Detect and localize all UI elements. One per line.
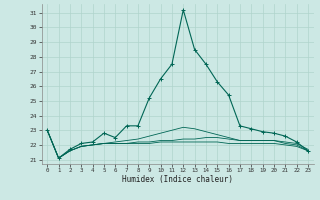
X-axis label: Humidex (Indice chaleur): Humidex (Indice chaleur)	[122, 175, 233, 184]
